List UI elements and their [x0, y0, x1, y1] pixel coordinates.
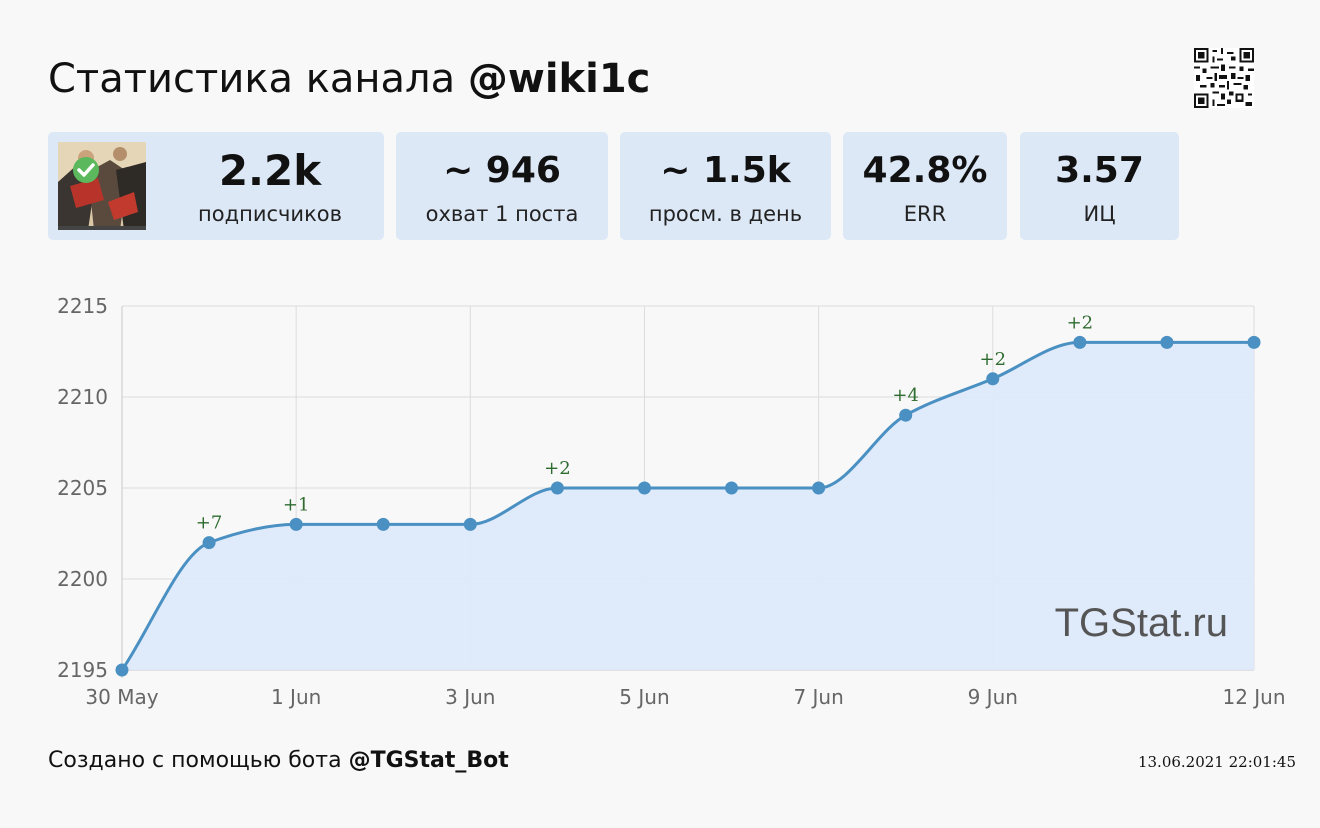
stat-card-subscribers: 2.2k подписчиков — [48, 132, 384, 240]
x-tick-label: 30 May — [85, 685, 158, 709]
data-point[interactable] — [202, 536, 216, 550]
stat-label: охват 1 поста — [425, 202, 579, 226]
chart-area — [122, 342, 1254, 670]
y-tick-label: 2205 — [57, 476, 108, 500]
data-point[interactable] — [899, 408, 913, 422]
stat-value: 42.8% — [862, 150, 988, 191]
watermark: TGStat.ru — [1055, 601, 1228, 645]
channel-avatar — [58, 142, 146, 230]
data-point[interactable] — [1247, 335, 1261, 349]
timestamp: 13.06.2021 22:01:45 — [1137, 753, 1296, 771]
data-point[interactable] — [986, 372, 1000, 386]
stat-value: 2.2k — [218, 146, 322, 195]
stat-value: 3.57 — [1055, 150, 1144, 191]
data-point[interactable] — [289, 517, 303, 531]
chart-annotations: +7 +1 +2 +4 +2 +2 — [196, 312, 1093, 533]
qr-code-icon — [1194, 48, 1254, 108]
subscribers-chart: +7 +1 +2 +4 +2 +2 2195 2200 2205 2210 2215 30 May… — [57, 294, 1285, 709]
x-tick-label: 9 Jun — [968, 685, 1018, 709]
x-tick-label: 5 Jun — [619, 685, 669, 709]
y-tick-label: 2210 — [57, 385, 108, 409]
delta-label: +2 — [1067, 312, 1094, 333]
delta-label: +2 — [544, 458, 571, 479]
stat-label: подписчиков — [198, 202, 342, 226]
page-title: Статистика канала @wiki1c — [48, 52, 650, 106]
stat-label: ERR — [903, 202, 947, 226]
stat-card-daily-views: ~ 1.5k просм. в день — [620, 132, 831, 240]
data-point[interactable] — [812, 481, 826, 495]
stat-card-reach: ~ 946 охват 1 поста — [396, 132, 608, 240]
bot-handle[interactable]: @TGStat_Bot — [348, 748, 509, 773]
x-tick-label: 12 Jun — [1222, 685, 1285, 709]
stat-card-err: 42.8% ERR — [843, 132, 1007, 240]
data-point[interactable] — [115, 663, 129, 677]
delta-label: +7 — [196, 513, 223, 534]
delta-label: +1 — [283, 494, 310, 515]
y-axis-ticks: 2195 2200 2205 2210 2215 — [57, 294, 108, 682]
data-point[interactable] — [463, 517, 477, 531]
footer-credit: Создано с помощью бота @TGStat_Bot — [48, 746, 509, 776]
x-tick-label: 7 Jun — [793, 685, 843, 709]
footer-prefix: Создано с помощью бота — [48, 748, 342, 773]
y-tick-label: 2200 — [57, 567, 108, 591]
y-tick-label: 2215 — [57, 294, 108, 318]
delta-label: +2 — [979, 349, 1006, 370]
x-tick-label: 1 Jun — [271, 685, 321, 709]
data-point[interactable] — [1160, 335, 1174, 349]
x-tick-label: 3 Jun — [445, 685, 495, 709]
stat-value: ~ 1.5k — [660, 150, 791, 191]
stat-label: ИЦ — [1083, 202, 1116, 226]
stat-value: ~ 946 — [443, 150, 561, 191]
data-point[interactable] — [550, 481, 564, 495]
data-point[interactable] — [637, 481, 651, 495]
channel-handle[interactable]: @wiki1c — [467, 56, 651, 102]
chart-points — [115, 335, 1261, 677]
data-point[interactable] — [376, 517, 390, 531]
data-point[interactable] — [725, 481, 739, 495]
delta-label: +4 — [892, 385, 919, 406]
stat-card-citation-index: 3.57 ИЦ — [1020, 132, 1179, 240]
data-point[interactable] — [1073, 335, 1087, 349]
x-axis-ticks: 30 May 1 Jun 3 Jun 5 Jun 7 Jun 9 Jun 12 Jun — [85, 685, 1285, 709]
stat-label: просм. в день — [648, 202, 803, 226]
y-tick-label: 2195 — [57, 658, 108, 682]
title-prefix: Статистика канала — [48, 56, 456, 102]
